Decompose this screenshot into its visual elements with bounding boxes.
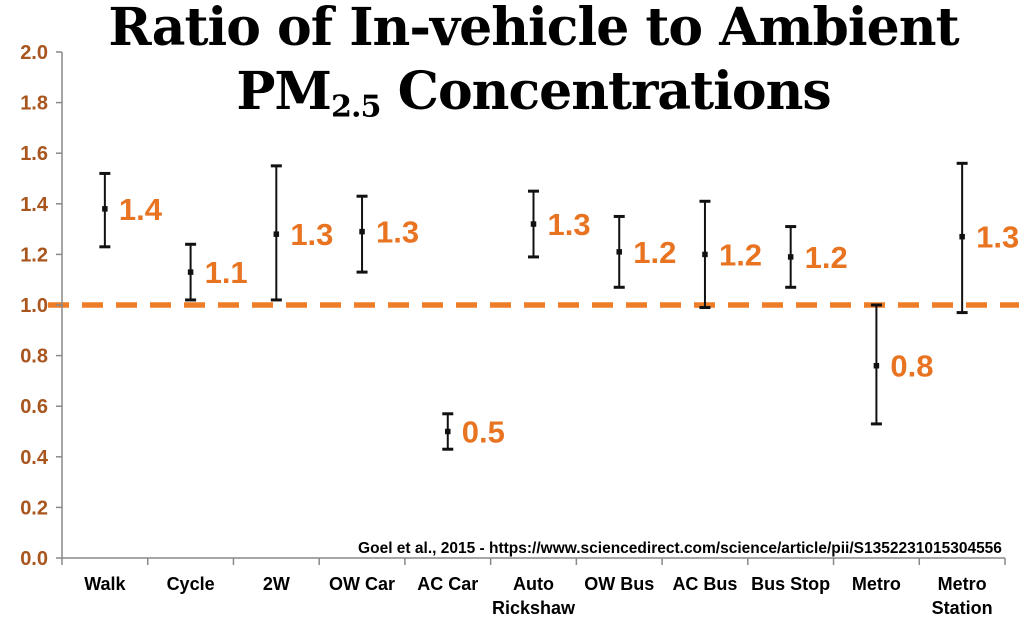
x-category-label: Rickshaw <box>492 598 576 618</box>
y-tick-label: 0.4 <box>20 447 49 469</box>
data-point-marker <box>102 206 108 212</box>
source-citation: Goel et al., 2015 - https://www.scienced… <box>358 540 1002 557</box>
x-category-label: OW Bus <box>584 574 654 594</box>
x-category-label: AC Bus <box>672 574 737 594</box>
x-category-label: Station <box>932 598 993 618</box>
y-tick-label: 1.4 <box>20 194 49 216</box>
y-tick-label: 1.6 <box>20 143 48 165</box>
y-tick-label: 1.0 <box>20 295 48 317</box>
data-value-label: 0.5 <box>462 415 505 450</box>
data-point-marker <box>787 254 794 260</box>
data-value-label: 1.1 <box>205 255 248 290</box>
chart-title: Ratio of In-vehicle to Ambient PM2.5 Con… <box>62 0 1005 140</box>
data-point-marker <box>959 233 965 240</box>
x-category-label: Metro <box>938 574 987 594</box>
data-value-label: 1.3 <box>290 217 333 252</box>
title-line2-tail: Concentrations <box>380 61 832 122</box>
data-point-marker <box>873 362 880 369</box>
data-value-label: 1.2 <box>719 237 762 272</box>
y-tick-label: 0.2 <box>20 497 48 519</box>
x-category-label: Bus Stop <box>751 574 830 594</box>
x-category-label: OW Car <box>329 574 395 594</box>
y-tick-label: 0.0 <box>20 548 48 570</box>
title-pm-text: PM <box>236 61 332 122</box>
y-tick-label: 2.0 <box>20 42 48 64</box>
x-category-label: Cycle <box>167 574 215 594</box>
data-value-label: 1.3 <box>376 215 419 250</box>
x-category-label: Walk <box>84 574 126 594</box>
y-tick-label: 1.8 <box>20 93 48 115</box>
y-tick-label: 1.2 <box>20 244 48 266</box>
chart-title-line1: Ratio of In-vehicle to Ambient <box>108 0 959 58</box>
data-value-label: 1.4 <box>119 192 163 227</box>
data-point-marker <box>359 228 365 235</box>
x-category-label: Auto <box>513 574 554 594</box>
data-value-label: 1.3 <box>548 207 591 242</box>
y-tick-label: 0.8 <box>20 346 48 368</box>
data-point-marker <box>187 269 194 275</box>
x-category-label: AC Car <box>417 574 478 594</box>
data-point-marker <box>530 221 537 227</box>
y-tick-label: 0.6 <box>20 396 48 418</box>
data-point-marker <box>702 251 708 258</box>
data-point-marker <box>273 231 280 237</box>
data-value-label: 0.8 <box>890 349 933 384</box>
pm-subscript: 2.5 <box>331 89 381 125</box>
data-value-label: 1.2 <box>805 240 848 275</box>
x-category-label: 2W <box>263 574 290 594</box>
chart-title-line2: PM2.5 Concentrations <box>62 60 1005 140</box>
data-point-marker <box>445 428 451 435</box>
data-value-label: 1.2 <box>633 235 676 270</box>
data-value-label: 1.3 <box>976 220 1019 255</box>
data-point-marker <box>616 249 622 255</box>
x-category-label: Metro <box>852 574 901 594</box>
